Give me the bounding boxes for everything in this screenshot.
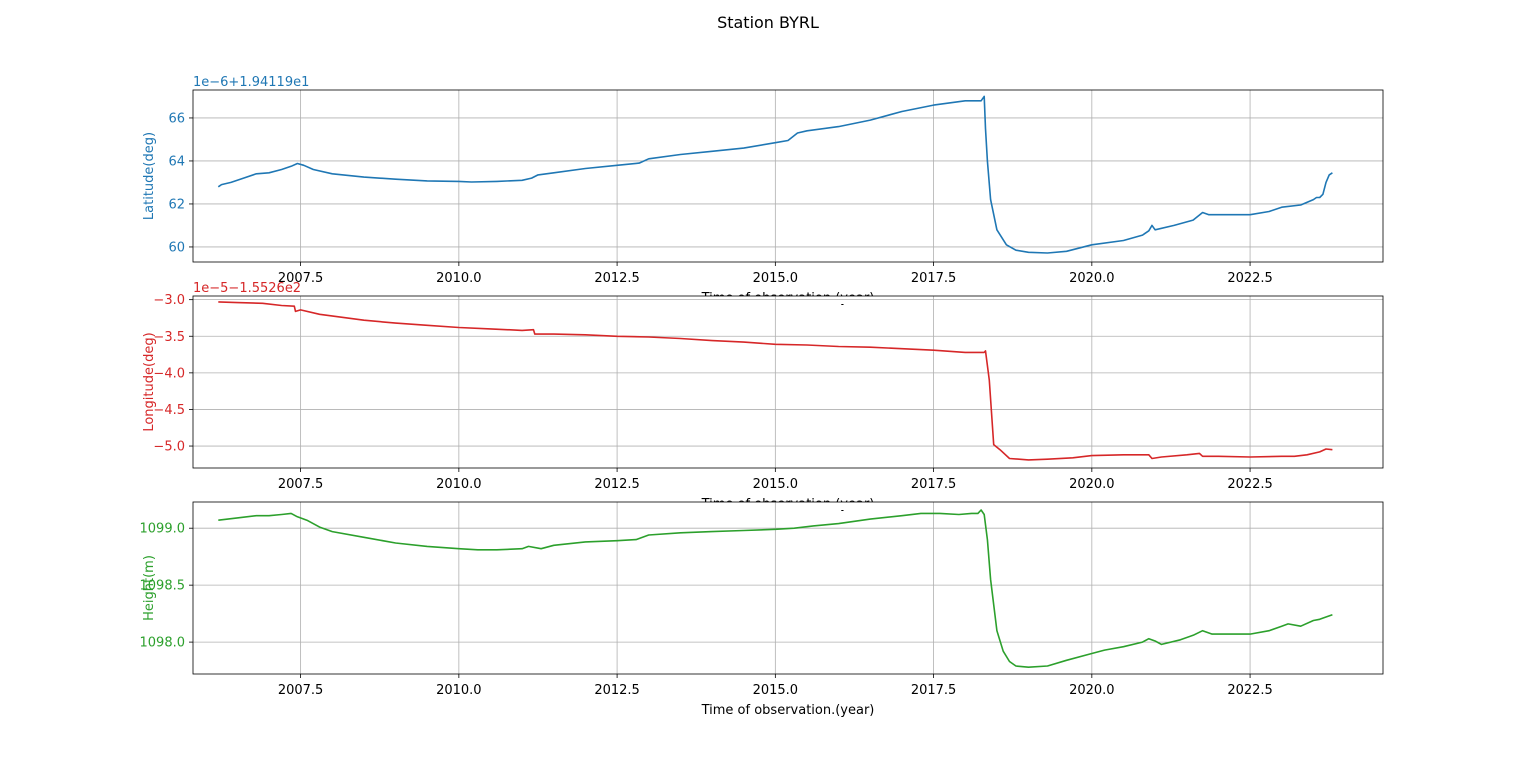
height-subplot: 2007.5 2010.0 2012.5 2015.0 2017.5 2020.0 2022… bbox=[140, 501, 1384, 718]
latitude-subplot: 2007.5 2010.0 2012.5 2015.0 2017.5 2020.0 2022… bbox=[142, 75, 1384, 306]
axes-background bbox=[193, 502, 1383, 510]
longitude-xtick-label: 2020.0 bbox=[1069, 477, 1115, 492]
longitude-xtick-label: 2015.0 bbox=[753, 477, 799, 492]
figure-title: Station BYRL bbox=[717, 13, 819, 32]
height-xlabel: Time of observation.(year) bbox=[701, 703, 875, 718]
longitude-ytick-label: −4.5 bbox=[153, 403, 185, 418]
height-ytick-label: 1098.0 bbox=[140, 636, 186, 651]
latitude-offset-label: 1e−6+1.94119e1 bbox=[193, 75, 309, 90]
latitude-ytick-label: 62 bbox=[168, 197, 185, 212]
longitude-subplot: 2007.5 2010.0 2012.5 2015.0 2017.5 2020.0 2022… bbox=[142, 281, 1384, 512]
height-ylabel: Height(m) bbox=[142, 555, 157, 621]
longitude-xtick-label: 2022.5 bbox=[1227, 477, 1273, 492]
height-series-line bbox=[218, 509, 1333, 669]
longitude-axes-frame bbox=[192, 295, 1384, 469]
longitude-xtick-label: 2017.5 bbox=[911, 477, 957, 492]
latitude-xtick-label: 2010.0 bbox=[436, 271, 482, 286]
longitude-ytick-label: −4.0 bbox=[153, 366, 185, 381]
latitude-ytick-label: 66 bbox=[168, 111, 185, 126]
latitude-xtick-label: 2017.5 bbox=[911, 271, 957, 286]
latitude-ytick-label: 64 bbox=[168, 154, 185, 169]
latitude-ylabel: Latitude(deg) bbox=[142, 132, 157, 220]
latitude-ytick-label: 60 bbox=[168, 240, 185, 255]
height-xtick-label: 2020.0 bbox=[1069, 683, 1115, 698]
longitude-offset-label: 1e−5−1.5526e2 bbox=[193, 281, 301, 296]
height-ytick-label: 1099.0 bbox=[140, 522, 186, 537]
latitude-axes-frame bbox=[192, 89, 1384, 263]
latitude-xtick-label: 2007.5 bbox=[278, 271, 324, 286]
latitude-series-line bbox=[217, 95, 1333, 254]
latitude-xtick-label: 2015.0 bbox=[753, 271, 799, 286]
longitude-xtick-label: 2012.5 bbox=[594, 477, 640, 492]
longitude-ytick-label: −5.0 bbox=[153, 440, 185, 455]
height-xtick-label: 2010.0 bbox=[436, 683, 482, 698]
height-ytick-label: 1098.5 bbox=[140, 579, 186, 594]
latitude-xtick-label: 2012.5 bbox=[594, 271, 640, 286]
height-xtick-label: 2022.5 bbox=[1227, 683, 1273, 698]
longitude-ytick-label: −3.0 bbox=[153, 293, 185, 308]
height-xtick-label: 2015.0 bbox=[753, 683, 799, 698]
height-xtick-label: 2017.5 bbox=[911, 683, 957, 698]
latitude-xtick-label: 2022.5 bbox=[1227, 271, 1273, 286]
height-axes-frame bbox=[192, 501, 1384, 675]
latitude-xtick-label: 2020.0 bbox=[1069, 271, 1115, 286]
longitude-xtick-label: 2007.5 bbox=[278, 477, 324, 492]
height-xtick-label: 2007.5 bbox=[278, 683, 324, 698]
height-xtick-label: 2012.5 bbox=[594, 683, 640, 698]
longitude-series-line bbox=[218, 301, 1333, 461]
longitude-ytick-label: −3.5 bbox=[153, 330, 185, 345]
longitude-xtick-label: 2010.0 bbox=[436, 477, 482, 492]
longitude-ylabel: Longitude(deg) bbox=[142, 332, 157, 431]
